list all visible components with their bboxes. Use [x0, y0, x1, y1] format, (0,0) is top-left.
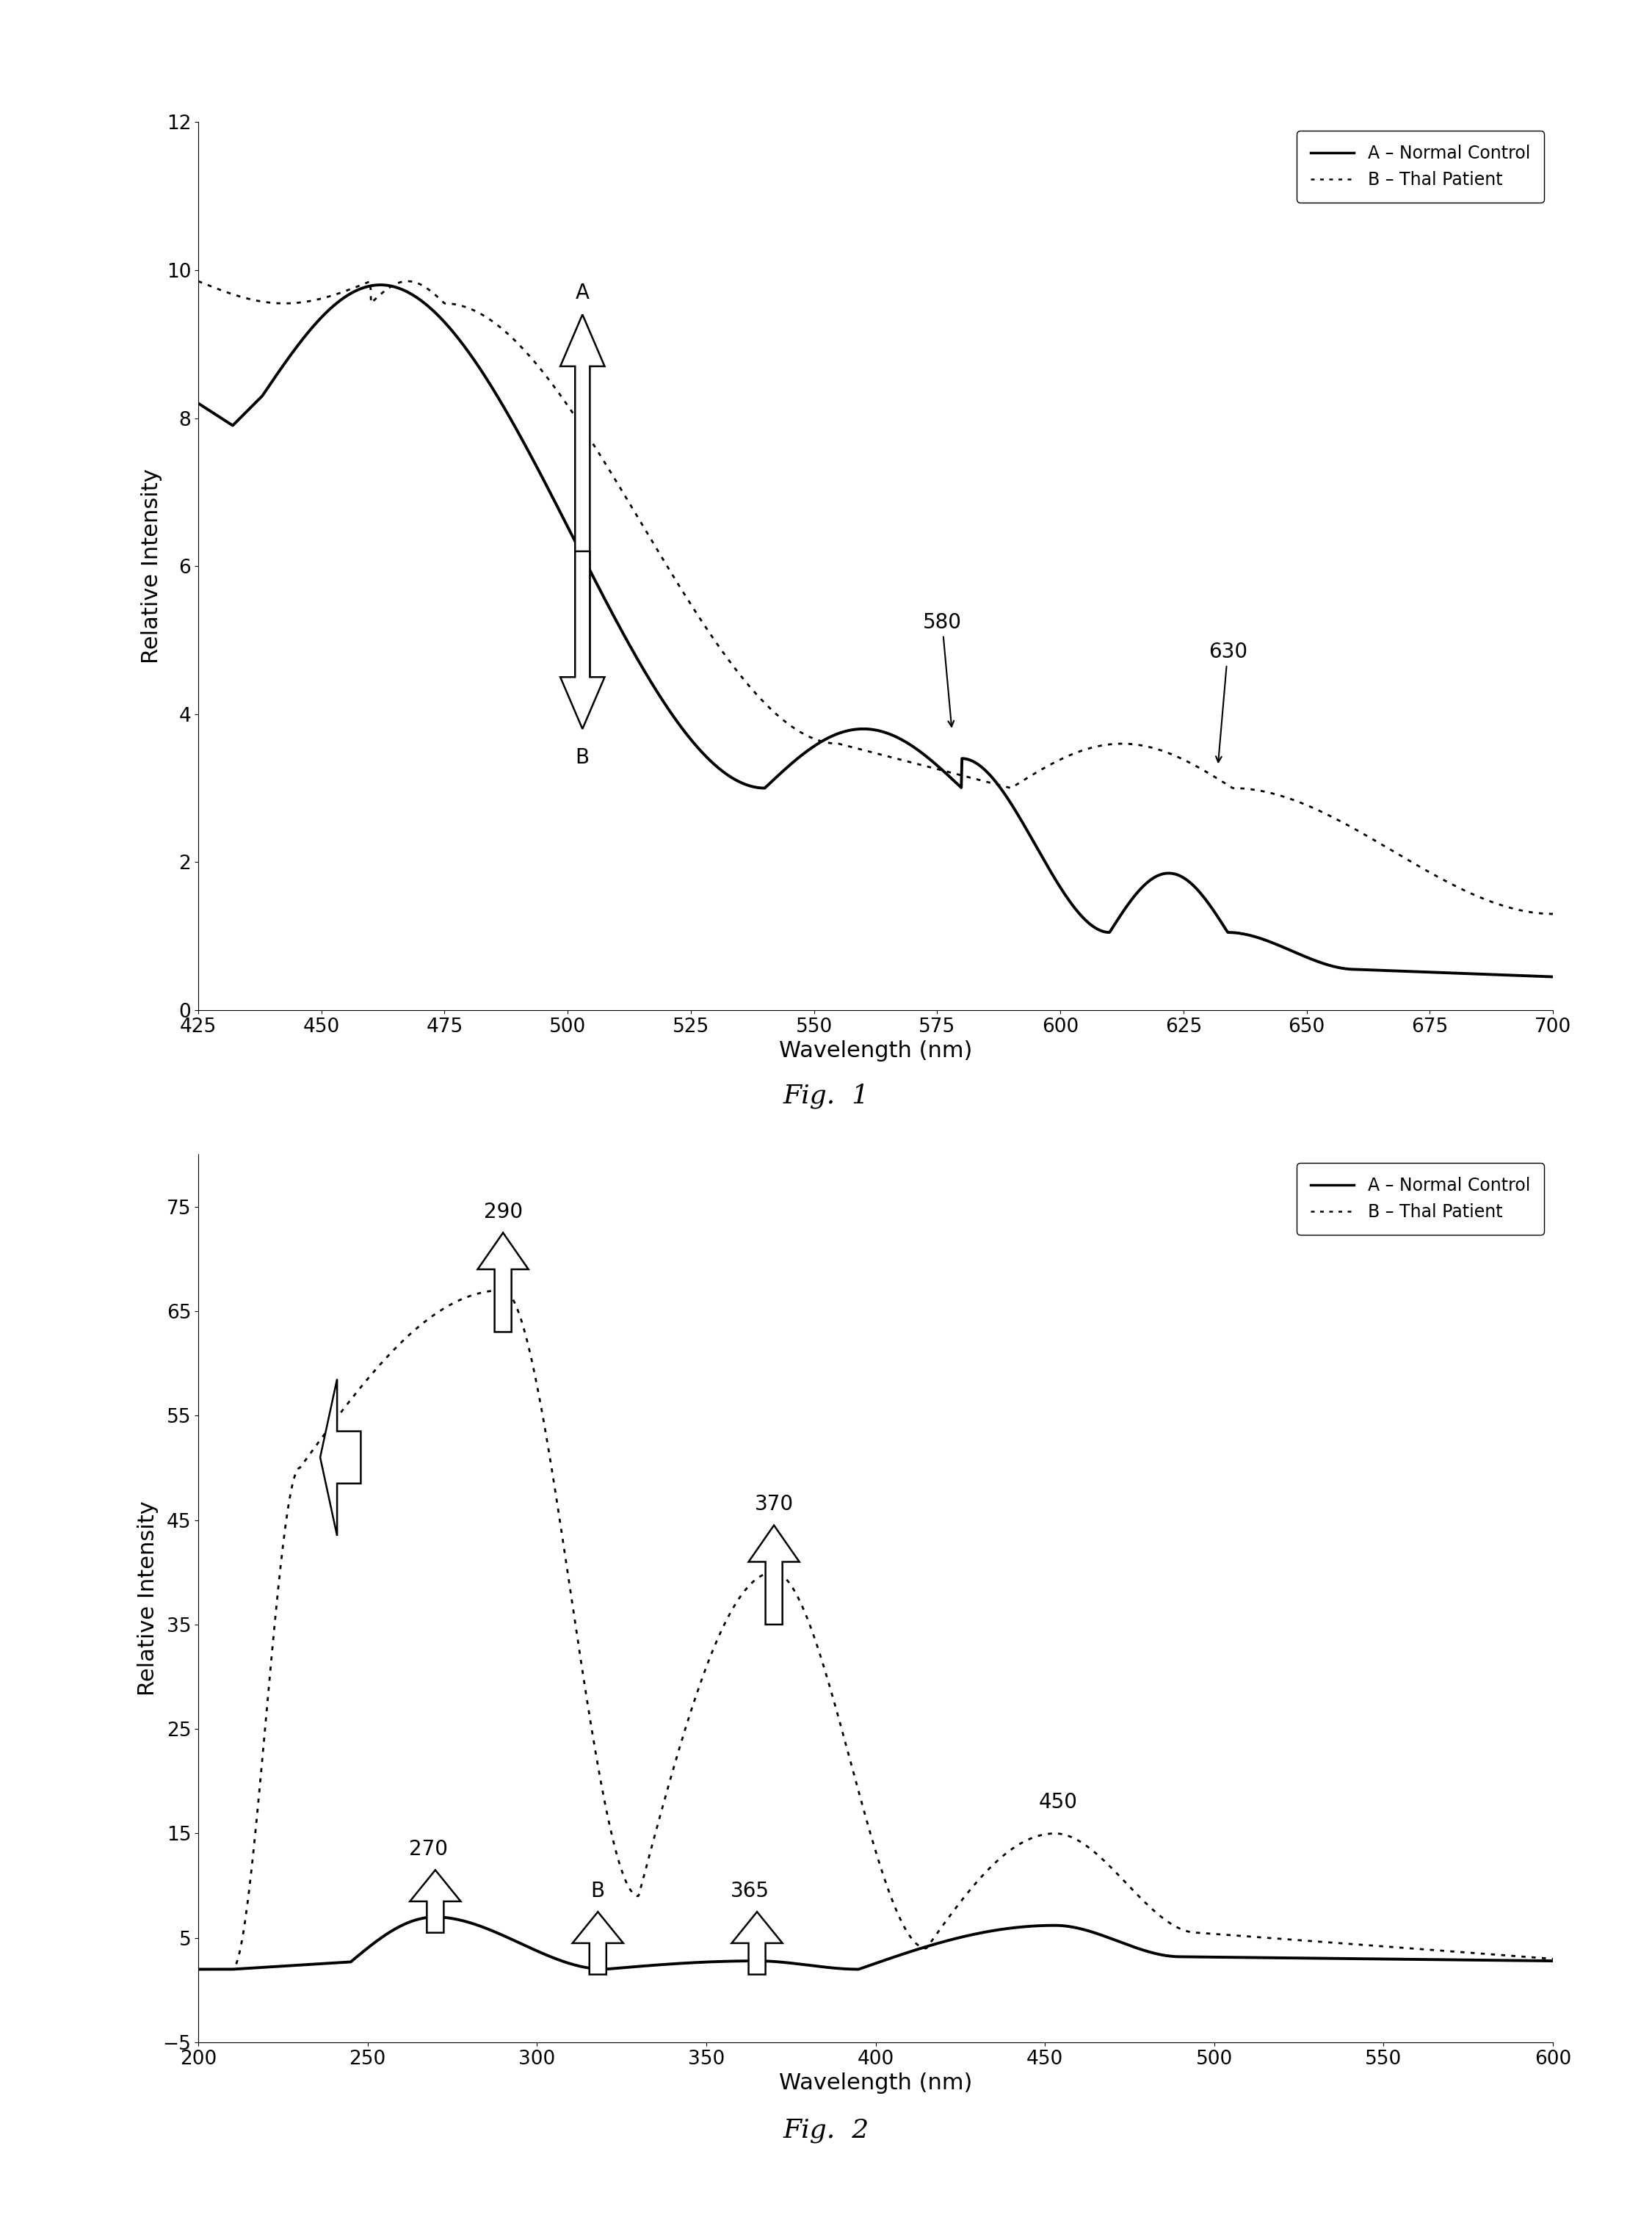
- Y-axis label: Relative Intensity: Relative Intensity: [140, 468, 162, 664]
- Text: A: A: [344, 1447, 357, 1467]
- Polygon shape: [732, 1911, 783, 1974]
- Legend: A – Normal Control, B – Thal Patient: A – Normal Control, B – Thal Patient: [1297, 131, 1545, 202]
- Polygon shape: [477, 1232, 529, 1332]
- Polygon shape: [410, 1869, 461, 1934]
- Text: 270: 270: [410, 1838, 448, 1860]
- Polygon shape: [560, 315, 605, 677]
- Polygon shape: [320, 1379, 360, 1536]
- Text: 370: 370: [755, 1494, 793, 1514]
- Text: A: A: [575, 282, 590, 304]
- Polygon shape: [748, 1525, 800, 1625]
- Text: Fig.  2: Fig. 2: [783, 2118, 869, 2142]
- Y-axis label: Relative Intensity: Relative Intensity: [137, 1501, 159, 1696]
- X-axis label: Wavelength (nm): Wavelength (nm): [778, 2073, 973, 2093]
- Polygon shape: [560, 551, 605, 728]
- Text: 630: 630: [1208, 642, 1247, 761]
- Legend: A – Normal Control, B – Thal Patient: A – Normal Control, B – Thal Patient: [1297, 1163, 1545, 1234]
- Text: 580: 580: [922, 613, 961, 726]
- Text: 290: 290: [484, 1201, 522, 1223]
- X-axis label: Wavelength (nm): Wavelength (nm): [778, 1041, 973, 1061]
- Text: B: B: [575, 748, 590, 768]
- Text: Fig.  1: Fig. 1: [783, 1083, 869, 1108]
- Polygon shape: [573, 1911, 623, 1974]
- Text: 450: 450: [1039, 1792, 1077, 1812]
- Text: 365: 365: [730, 1880, 770, 1900]
- Text: B: B: [591, 1880, 605, 1900]
